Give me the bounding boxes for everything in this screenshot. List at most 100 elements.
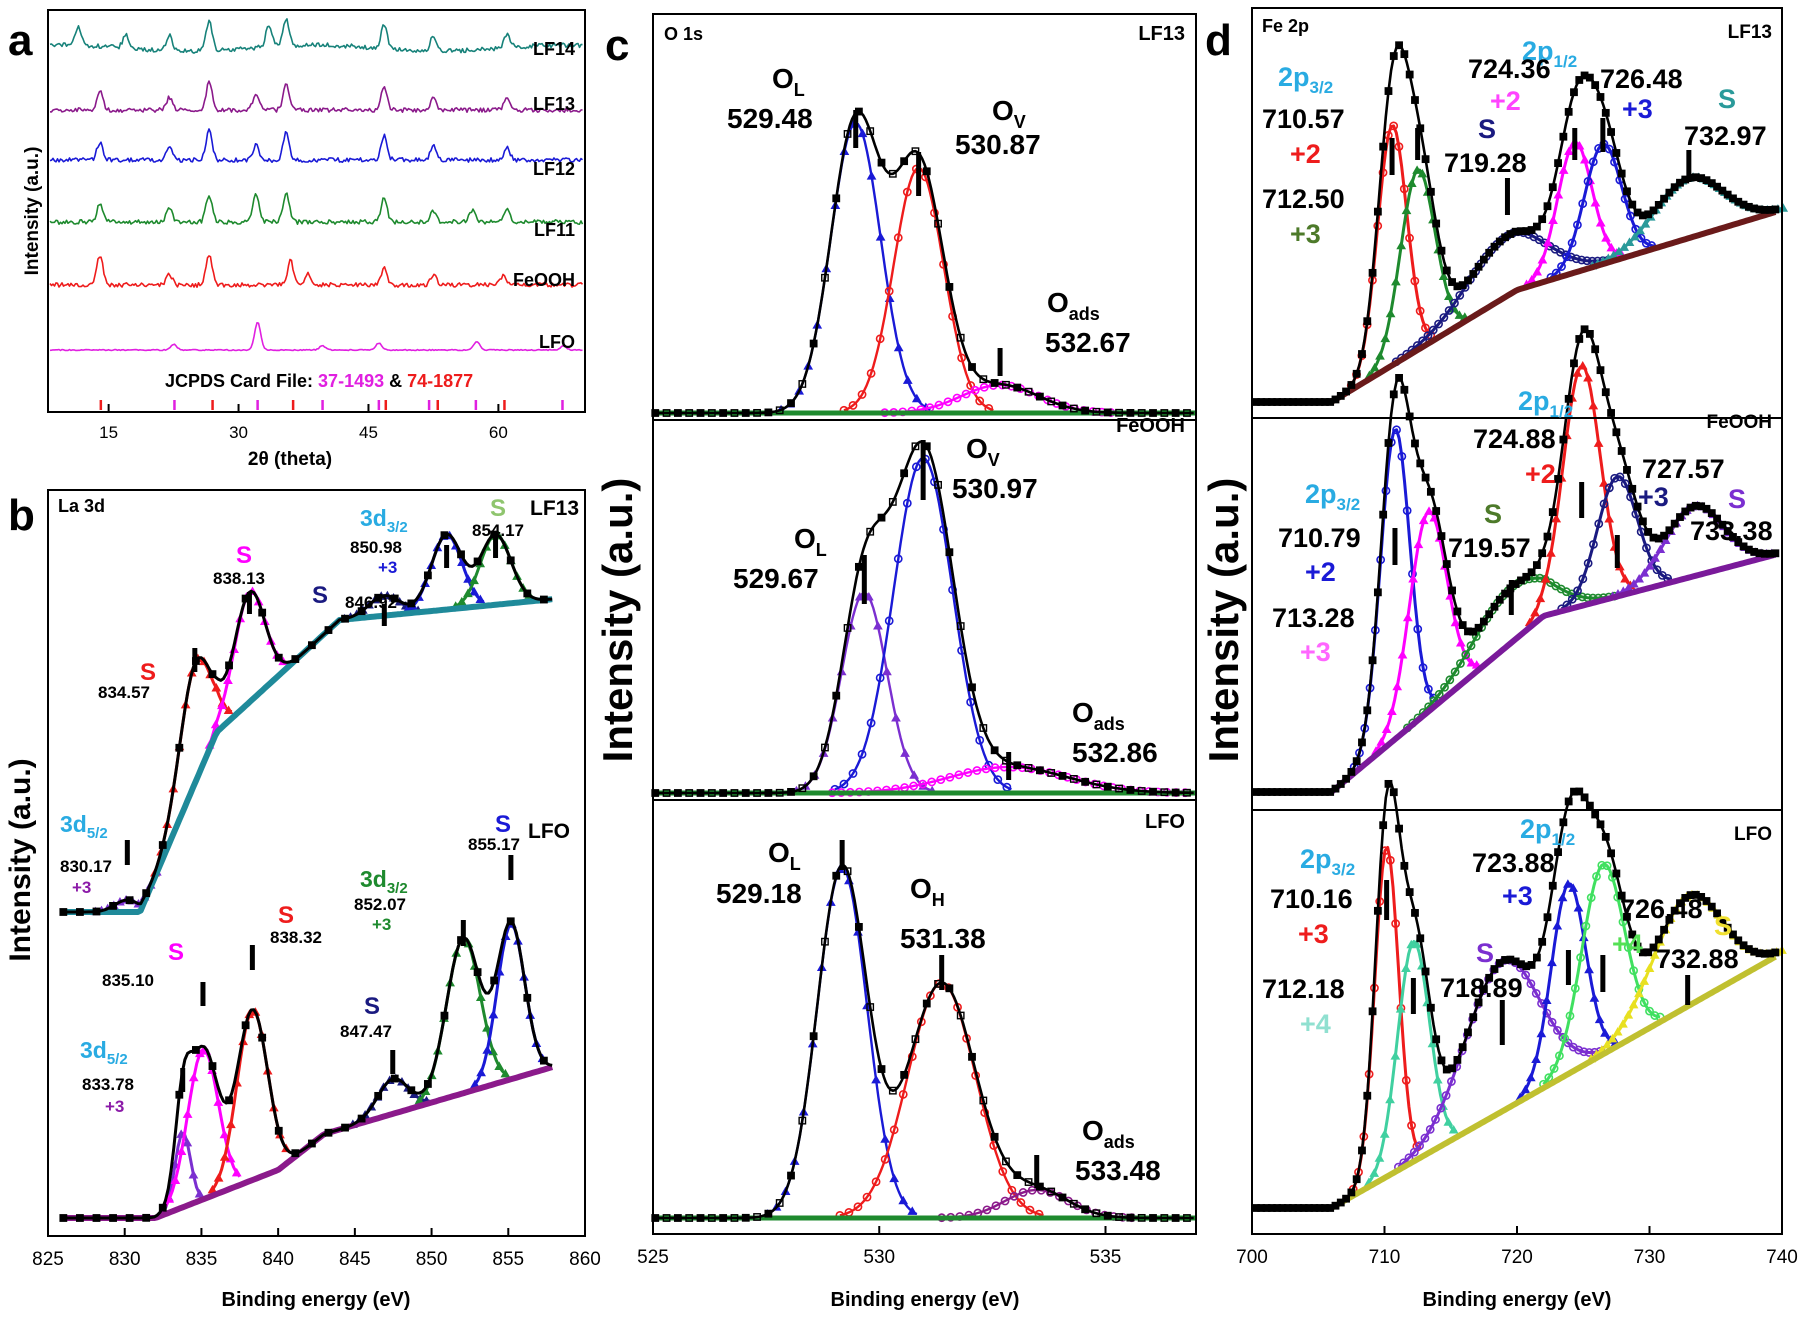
fe2p-lf13-component-points-point xyxy=(1415,306,1425,316)
fe2p-lf13-envelope-points-point xyxy=(1469,270,1478,278)
fe2p-lfo-envelope-points-point xyxy=(1538,937,1547,946)
fe2p-feooh-component-points-point xyxy=(1387,706,1397,716)
o1s-feooh-envelope-points-point xyxy=(696,789,705,797)
fe2p-lfo-component-points-point xyxy=(1374,1153,1385,1162)
b-855-17: 855.17 xyxy=(468,835,520,854)
la3d-lfo-component-points-point xyxy=(182,1137,193,1147)
d-plus3-lf13: +3 xyxy=(1290,219,1321,249)
fe2p-lfo-component-points-point xyxy=(1541,995,1552,1004)
fe2p-lf13-component-points-point xyxy=(1619,242,1630,251)
c-ol-feooh: OL xyxy=(794,523,827,560)
o1s-feooh-envelope-points-point xyxy=(1126,786,1135,794)
o1s-lfo-component-points-point xyxy=(1009,1191,1019,1201)
fe2p-lfo-component-points-point xyxy=(1560,1033,1570,1043)
fe2p-lfo-component-points-point xyxy=(1629,966,1638,975)
fe2p-lfo-envelope-points-point xyxy=(1771,948,1780,957)
fe2p-lfo-component-points-point xyxy=(1553,1025,1562,1035)
d-2p32-lf13: 2p3/2 xyxy=(1278,62,1333,97)
o1s-lfo-envelope-points-point xyxy=(1024,1178,1033,1186)
d-719-28: 719.28 xyxy=(1444,148,1527,178)
fe2p-lfo-component-points-point xyxy=(1639,998,1649,1008)
fe2p-lf13-envelope-points-point xyxy=(1437,246,1446,255)
o1s-feooh-component-points-point xyxy=(857,749,867,759)
fe2p-feooh-component-points-point xyxy=(1397,451,1407,461)
fe2p-lf13-component-points-point xyxy=(1590,198,1601,207)
fe2p-lf13-component-points-point xyxy=(1434,319,1443,329)
b-tick-label: 840 xyxy=(262,1249,294,1270)
panel-c-xlabel: Binding energy (eV) xyxy=(831,1289,1020,1311)
fe2p-feooh-envelope-points-point xyxy=(1601,388,1610,397)
o1s-feooh-envelope-points-point xyxy=(1013,761,1022,770)
la3d-lfo-component-points-point xyxy=(482,1045,493,1054)
fe2p-lfo-envelope-points xyxy=(1252,779,1780,1212)
fe2p-feooh-component-points-point xyxy=(1540,574,1551,583)
fe2p-feooh-envelope-points-point xyxy=(1554,475,1562,483)
fe2p-lfo-component-points-point xyxy=(1592,871,1601,881)
o1s-feooh-envelope-points-point xyxy=(730,789,739,797)
fe2p-lf13-component-points xyxy=(1587,172,1789,270)
fe2p-feooh-component-points-point xyxy=(1583,372,1593,382)
o1s-feooh-component-points-point xyxy=(975,735,985,745)
la3d-lfo-envelope-points-point xyxy=(341,1123,349,1132)
fe2p-lf13-component-points-point xyxy=(1455,290,1465,300)
fe2p-feooh-envelope-points xyxy=(1252,325,1780,796)
c-oads-feooh: Oads xyxy=(1072,697,1125,734)
fe2p-lfo-component-points-point xyxy=(1411,939,1422,948)
fe2p-lf13-envelope-points-point xyxy=(1617,169,1626,178)
fe2p-lf13-envelope-points-point xyxy=(1490,242,1499,251)
b-830-17: 830.17 xyxy=(60,857,112,876)
o1s-feooh-envelope-points-point xyxy=(798,784,807,793)
fe2p-lf13-component-points-point xyxy=(1558,165,1569,174)
panel-a-xlabel: 2θ (theta) xyxy=(248,449,332,470)
o1s-lf13-envelope-points-point xyxy=(1137,409,1146,417)
fe2p-lfo-component-points-point xyxy=(1390,1051,1401,1060)
o1s-feooh-component-points-point xyxy=(902,498,912,508)
o1s-lfo-envelope-points xyxy=(651,867,1191,1222)
d-713-28: 713.28 xyxy=(1272,603,1355,633)
d-tick-label: 720 xyxy=(1501,1247,1533,1268)
b-s-846: S xyxy=(312,582,328,609)
o1s-lf13-envelope-points-point xyxy=(1160,409,1169,417)
o1s-lf13-envelope-points-point xyxy=(764,408,773,417)
la3d-lf13-component-points-point xyxy=(469,575,479,585)
o1s-lf13-envelope-points-point xyxy=(1013,383,1022,392)
fe2p-lfo-component-points-point xyxy=(1525,1072,1536,1082)
fe2p-lfo-component-points-point xyxy=(1586,893,1596,903)
fe2p-lf13-component-points-point xyxy=(1399,184,1409,194)
xrd-curve-lf13 xyxy=(49,80,583,113)
fe2p-feooh-envelope-points-point xyxy=(1331,784,1340,793)
o1s-lf13-component-points-point xyxy=(902,187,912,197)
fe2p-lf13-envelope-points-point xyxy=(1495,237,1504,246)
la3d-lf13-envelope-points-point xyxy=(92,907,101,916)
fe2p-feooh-component-points-point xyxy=(1599,478,1609,487)
la3d-lfo-envelope-points-point xyxy=(76,1214,84,1222)
d-plus4-lfo-b: +4 xyxy=(1300,1009,1331,1039)
panel-b-frame xyxy=(47,489,586,1237)
fe2p-lf13-envelope-points-point xyxy=(1559,132,1568,141)
o1s-lfo-envelope-points-point xyxy=(990,1132,999,1141)
fe2p-lfo-component-points-point xyxy=(1544,1073,1554,1083)
o1s-lf13-envelope-points-point xyxy=(956,333,965,342)
fe2p-feooh-envelope-points-point xyxy=(1342,774,1350,783)
o1s-feooh-component-points-point xyxy=(963,768,973,777)
o1s-feooh-component-points-point xyxy=(863,591,874,601)
fe2p-feooh-component-points-point xyxy=(1583,558,1593,568)
o1s-lf13-envelope-points-point xyxy=(877,158,886,167)
b-plus3-lfo: +3 xyxy=(372,915,391,934)
o1s-lf13-envelope-points-point xyxy=(798,380,807,388)
fe2p-feooh-component-points-point xyxy=(1450,667,1460,677)
fe2p-lf13-envelope-points-point xyxy=(1612,149,1621,157)
fe2p-lfo-envelope-points-point xyxy=(1633,942,1642,951)
o1s-feooh-envelope-points-point xyxy=(1137,787,1146,795)
o1s-feooh-component-points-point xyxy=(909,781,919,791)
o1s-lf13-component-points-point xyxy=(979,382,989,392)
la3d-lfo-component-points-point xyxy=(188,1169,199,1179)
fe2p-lf13-envelope-points-point xyxy=(1654,200,1663,209)
fe2p-feooh-envelope-points-point xyxy=(1660,531,1668,540)
fe2p-lf13-component-points-point xyxy=(1405,233,1414,243)
o1s-feooh-envelope-points-point xyxy=(787,788,795,796)
fe2p-feooh-component-points-point xyxy=(1567,594,1577,604)
fe2p-feooh-envelope-points-point xyxy=(1527,568,1536,577)
fe2p-lfo-envelope-points-point xyxy=(1437,1056,1446,1065)
o1s-lfo-component-points-point xyxy=(991,1201,1001,1211)
